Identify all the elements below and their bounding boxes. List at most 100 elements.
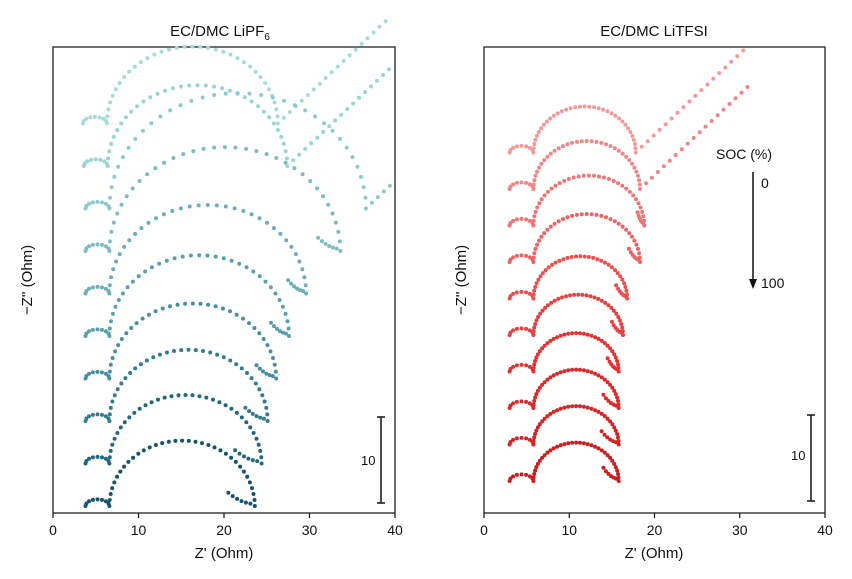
data-point <box>233 145 238 150</box>
x-tick-label: 0 <box>480 522 488 538</box>
data-point <box>594 212 599 217</box>
data-point <box>626 246 631 251</box>
data-point <box>87 286 91 291</box>
data-point <box>533 468 538 473</box>
data-point <box>113 349 118 354</box>
data-point <box>152 52 157 57</box>
data-point <box>211 397 215 402</box>
data-point <box>533 137 538 142</box>
data-point <box>511 364 516 369</box>
data-point <box>284 238 289 243</box>
data-point <box>292 284 297 289</box>
data-point <box>565 215 570 220</box>
data-point <box>112 174 117 179</box>
data-point <box>651 133 656 138</box>
data-point <box>123 115 128 120</box>
data-point <box>634 242 639 247</box>
data-point <box>610 349 615 354</box>
data-point <box>539 126 544 131</box>
data-point <box>586 173 591 178</box>
data-point <box>624 227 629 232</box>
data-point <box>574 254 578 259</box>
data-point <box>533 209 538 214</box>
data-point <box>359 41 364 46</box>
data-point <box>691 136 696 140</box>
data-point <box>87 414 91 419</box>
data-point <box>631 193 636 198</box>
data-point <box>570 440 575 445</box>
data-point <box>610 458 615 463</box>
data-point <box>552 148 557 153</box>
data-point <box>206 443 211 447</box>
data-point <box>519 253 524 258</box>
data-point <box>218 448 223 453</box>
data-point <box>205 253 210 258</box>
data-point <box>347 53 352 58</box>
data-point <box>605 453 610 458</box>
data-point <box>248 425 253 430</box>
data-point <box>531 406 536 410</box>
data-point <box>381 73 385 77</box>
data-point <box>82 161 87 166</box>
data-point <box>281 115 286 120</box>
data-point <box>105 114 110 119</box>
data-point <box>617 318 622 323</box>
data-point <box>95 497 100 502</box>
data-point <box>151 355 156 360</box>
data-point <box>564 294 568 299</box>
data-point <box>596 373 601 378</box>
data-point <box>524 217 529 222</box>
data-point <box>186 347 191 352</box>
data-point <box>95 369 100 374</box>
data-point <box>592 173 596 178</box>
right-data-points <box>507 48 750 483</box>
data-point <box>333 220 338 225</box>
data-point <box>624 186 629 191</box>
data-point <box>717 71 722 76</box>
data-point <box>158 114 163 119</box>
x-tick-label: 20 <box>647 522 663 538</box>
data-point <box>363 206 368 211</box>
data-point <box>84 459 89 463</box>
data-point <box>569 255 574 259</box>
data-point <box>699 88 704 93</box>
data-point <box>223 204 228 209</box>
data-point <box>212 145 217 150</box>
data-point <box>538 311 543 316</box>
data-point <box>241 60 246 65</box>
data-point <box>545 154 550 159</box>
data-point <box>181 152 186 157</box>
data-point <box>113 304 118 309</box>
data-point <box>108 448 113 453</box>
data-point <box>289 281 294 286</box>
data-point <box>206 302 211 307</box>
data-point <box>270 95 275 100</box>
data-point <box>178 103 183 108</box>
data-point <box>531 479 536 483</box>
data-point <box>149 400 154 405</box>
data-point <box>105 164 110 168</box>
data-point <box>153 166 158 171</box>
data-point <box>514 253 519 258</box>
data-point <box>95 454 100 459</box>
data-point <box>661 164 666 169</box>
data-point <box>581 404 586 409</box>
data-point <box>514 290 519 295</box>
data-point <box>100 497 104 502</box>
data-point <box>613 355 618 360</box>
data-point <box>620 119 625 124</box>
data-point <box>578 331 582 336</box>
data-point <box>247 91 252 96</box>
data-point <box>292 166 297 171</box>
data-point <box>532 251 537 256</box>
data-point <box>562 332 567 337</box>
data-point <box>183 301 188 306</box>
data-point <box>337 239 342 244</box>
data-point <box>186 438 191 443</box>
data-point <box>596 296 601 301</box>
data-point <box>603 260 607 265</box>
data-point <box>727 102 732 106</box>
data-point <box>107 498 112 502</box>
data-point <box>275 128 280 132</box>
data-point <box>252 504 257 508</box>
